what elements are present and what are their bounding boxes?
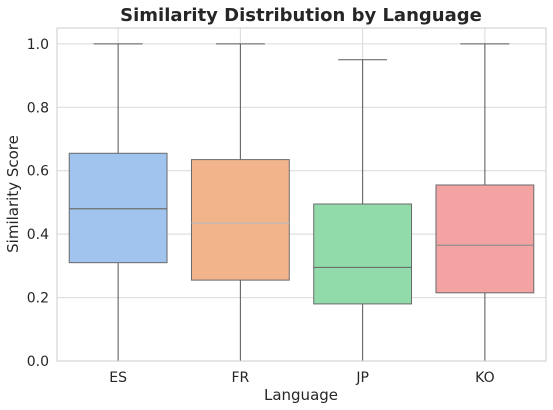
box-iqr (313, 203, 413, 305)
box-iqr (435, 184, 535, 294)
y-tick-label: 0.4 (27, 227, 49, 243)
plot-frame (56, 27, 547, 362)
y-tick-label: 0.6 (27, 164, 49, 180)
x-tick-label: KO (475, 370, 494, 386)
y-axis-title: Similarity Score (4, 135, 22, 253)
x-tick-label: FR (231, 370, 249, 386)
x-tick-label: JP (355, 370, 369, 386)
tick-layer: 0.0 0.2 0.4 0.6 0.8 1.0 ES FR JP KO (27, 37, 495, 386)
y-tick-label: 1.0 (27, 37, 49, 53)
box-ko (435, 43, 535, 362)
box-fr (190, 43, 290, 362)
x-tick-label: ES (109, 370, 127, 386)
box-layer (68, 43, 535, 362)
y-tick-label: 0.8 (27, 100, 49, 116)
box-iqr (68, 152, 168, 264)
box-es (68, 43, 168, 362)
chart-title: Similarity Distribution by Language (120, 5, 482, 26)
box-iqr (190, 159, 290, 281)
y-tick-label: 0.2 (27, 291, 49, 307)
box-jp (313, 59, 413, 362)
x-axis-title: Language (264, 386, 338, 404)
y-tick-label: 0.0 (27, 354, 49, 370)
